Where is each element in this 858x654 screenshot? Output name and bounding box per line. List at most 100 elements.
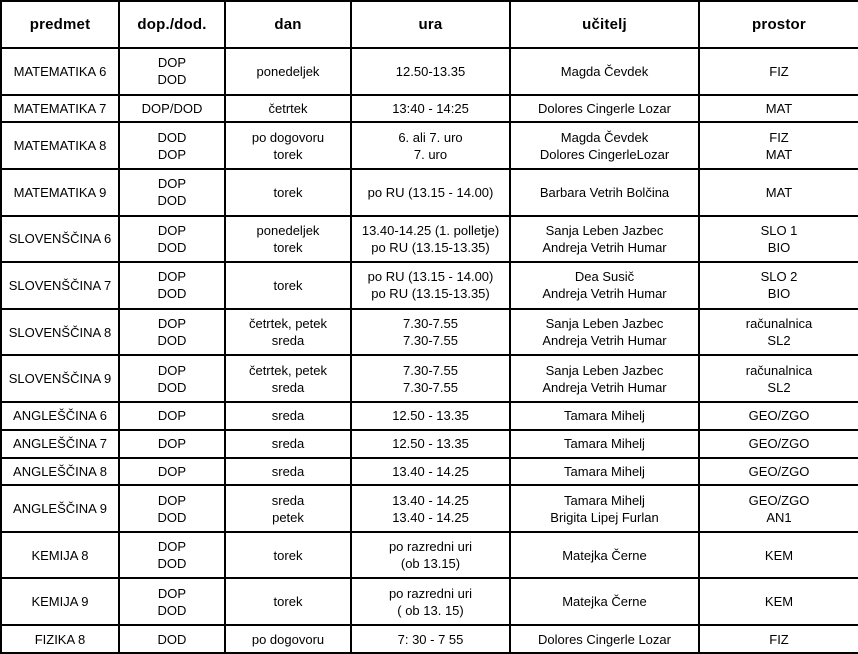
table-row: MATEMATIKA 7 DOP/DOD četrtek 13:40 - 14:25 D… bbox=[0, 93, 858, 124]
table-cell: ponedeljek torek bbox=[224, 214, 352, 264]
table-cell: po dogovoru bbox=[224, 624, 352, 654]
table-cell: 12.50 - 13.35 bbox=[350, 428, 511, 459]
table-cell: GEO/ZGO bbox=[698, 428, 858, 459]
table-cell: ANGLEŠČINA 9 bbox=[0, 484, 120, 533]
table-cell: MAT bbox=[698, 93, 858, 124]
table-cell: FIZ MAT bbox=[698, 121, 858, 170]
table-cell: KEMIJA 9 bbox=[0, 577, 120, 627]
table-cell: KEM bbox=[698, 530, 858, 580]
table-cell: SLO 1 BIO bbox=[698, 214, 858, 264]
table-row: SLOVENŠČINA 6 DOP DOD ponedeljek torek 13.4… bbox=[0, 214, 858, 264]
table-cell: sreda petek bbox=[224, 484, 352, 533]
table-cell: Dolores Cingerle Lozar bbox=[509, 93, 700, 124]
table-cell: GEO/ZGO bbox=[698, 456, 858, 487]
table-row: MATEMATIKA 8 DOD DOP po dogovoru torek 6. a… bbox=[0, 121, 858, 170]
schedule-body: MATEMATIKA 6 DOP DOD ponedeljek 12.50-13.35… bbox=[0, 47, 858, 654]
table-cell: GEO/ZGO bbox=[698, 401, 858, 431]
table-cell: 7.30-7.55 7.30-7.55 bbox=[350, 354, 511, 404]
column-header-prostor: prostor bbox=[698, 0, 858, 49]
column-header-dop-dod: dop./dod. bbox=[118, 0, 226, 49]
table-cell: DOP bbox=[118, 428, 226, 459]
table-cell: ANGLEŠČINA 8 bbox=[0, 456, 120, 487]
table-cell: DOP DOD bbox=[118, 214, 226, 264]
table-cell: DOP bbox=[118, 401, 226, 431]
column-header-u-itelj: učitelj bbox=[509, 0, 700, 49]
table-cell: Sanja Leben Jazbec Andreja Vetrih Humar bbox=[509, 354, 700, 404]
table-row: ANGLEŠČINA 7 DOP sreda 12.50 - 13.35 Tamara … bbox=[0, 428, 858, 459]
table-cell: Magda Čevdek bbox=[509, 47, 700, 96]
table-cell: 7: 30 - 7 55 bbox=[350, 624, 511, 654]
table-cell: DOP DOD bbox=[118, 354, 226, 404]
table-cell: FIZ bbox=[698, 624, 858, 654]
table-row: SLOVENŠČINA 7 DOP DOD torek po RU (13.15 - … bbox=[0, 261, 858, 310]
table-cell: Tamara Mihelj Brigita Lipej Furlan bbox=[509, 484, 700, 533]
table-cell: 12.50 - 13.35 bbox=[350, 401, 511, 431]
table-cell: 6. ali 7. uro 7. uro bbox=[350, 121, 511, 170]
table-cell: DOP DOD bbox=[118, 577, 226, 627]
table-cell: DOP DOD bbox=[118, 261, 226, 310]
table-cell: računalnica SL2 bbox=[698, 354, 858, 404]
table-cell: torek bbox=[224, 261, 352, 310]
table-cell: torek bbox=[224, 577, 352, 627]
table-cell: sreda bbox=[224, 428, 352, 459]
table-cell: SLOVENŠČINA 7 bbox=[0, 261, 120, 310]
table-cell: po razredni uri (ob 13.15) bbox=[350, 530, 511, 580]
table-cell: po dogovoru torek bbox=[224, 121, 352, 170]
table-cell: DOP DOD bbox=[118, 530, 226, 580]
table-cell: po RU (13.15 - 14.00) po RU (13.15-13.35… bbox=[350, 261, 511, 310]
table-cell: Barbara Vetrih Bolčina bbox=[509, 167, 700, 217]
table-cell: Matejka Černe bbox=[509, 577, 700, 627]
table-cell: FIZIKA 8 bbox=[0, 624, 120, 654]
table-row: ANGLEŠČINA 8 DOP sreda 13.40 - 14.25 Tamara … bbox=[0, 456, 858, 487]
table-cell: Magda Čevdek Dolores CingerleLozar bbox=[509, 121, 700, 170]
table-cell: torek bbox=[224, 530, 352, 580]
table-cell: ANGLEŠČINA 7 bbox=[0, 428, 120, 459]
table-cell: po RU (13.15 - 14.00) bbox=[350, 167, 511, 217]
table-row: KEMIJA 8 DOP DOD torek po razredni uri (ob … bbox=[0, 530, 858, 580]
column-header-dan: dan bbox=[224, 0, 352, 49]
table-cell: DOP bbox=[118, 456, 226, 487]
table-cell: DOD DOP bbox=[118, 121, 226, 170]
table-cell: SLO 2 BIO bbox=[698, 261, 858, 310]
table-cell: četrtek bbox=[224, 93, 352, 124]
table-row: MATEMATIKA 9 DOP DOD torek po RU (13.15 - 1… bbox=[0, 167, 858, 217]
table-cell: GEO/ZGO AN1 bbox=[698, 484, 858, 533]
table-cell: MATEMATIKA 9 bbox=[0, 167, 120, 217]
table-cell: DOP DOD bbox=[118, 167, 226, 217]
table-cell: 13:40 - 14:25 bbox=[350, 93, 511, 124]
table-cell: FIZ bbox=[698, 47, 858, 96]
table-cell: Tamara Mihelj bbox=[509, 456, 700, 487]
table-cell: DOP DOD bbox=[118, 484, 226, 533]
table-cell: 13.40 - 14.25 13.40 - 14.25 bbox=[350, 484, 511, 533]
table-cell: sreda bbox=[224, 456, 352, 487]
table-row: KEMIJA 9 DOP DOD torek po razredni uri ( ob… bbox=[0, 577, 858, 627]
table-cell: MATEMATIKA 8 bbox=[0, 121, 120, 170]
table-cell: 7.30-7.55 7.30-7.55 bbox=[350, 307, 511, 357]
column-header-predmet: predmet bbox=[0, 0, 120, 49]
table-row: SLOVENŠČINA 8 DOP DOD četrtek, petek sreda… bbox=[0, 307, 858, 357]
column-header-ura: ura bbox=[350, 0, 511, 49]
table-row: MATEMATIKA 6 DOP DOD ponedeljek 12.50-13.35… bbox=[0, 47, 858, 96]
table-cell: Sanja Leben Jazbec Andreja Vetrih Humar bbox=[509, 307, 700, 357]
table-cell: ponedeljek bbox=[224, 47, 352, 96]
table-row: FIZIKA 8 DOD po dogovoru 7: 30 - 7 55 Dolore… bbox=[0, 624, 858, 654]
table-cell: DOP DOD bbox=[118, 307, 226, 357]
table-cell: Tamara Mihelj bbox=[509, 401, 700, 431]
table-cell: SLOVENŠČINA 9 bbox=[0, 354, 120, 404]
table-cell: 13.40 - 14.25 bbox=[350, 456, 511, 487]
table-cell: MATEMATIKA 7 bbox=[0, 93, 120, 124]
table-cell: sreda bbox=[224, 401, 352, 431]
table-cell: DOP DOD bbox=[118, 47, 226, 96]
table-cell: DOP/DOD bbox=[118, 93, 226, 124]
header-row: predmet dop./dod. dan ura učitelj prostor bbox=[0, 0, 858, 49]
table-row: ANGLEŠČINA 6 DOP sreda 12.50 - 13.35 Tamara … bbox=[0, 401, 858, 431]
table-cell: Tamara Mihelj bbox=[509, 428, 700, 459]
table-cell: četrtek, petek sreda bbox=[224, 354, 352, 404]
table-cell: SLOVENŠČINA 8 bbox=[0, 307, 120, 357]
table-cell: računalnica SL2 bbox=[698, 307, 858, 357]
table-row: ANGLEŠČINA 9 DOP DOD sreda petek 13.40 - 14… bbox=[0, 484, 858, 533]
table-cell: torek bbox=[224, 167, 352, 217]
table-cell: 12.50-13.35 bbox=[350, 47, 511, 96]
